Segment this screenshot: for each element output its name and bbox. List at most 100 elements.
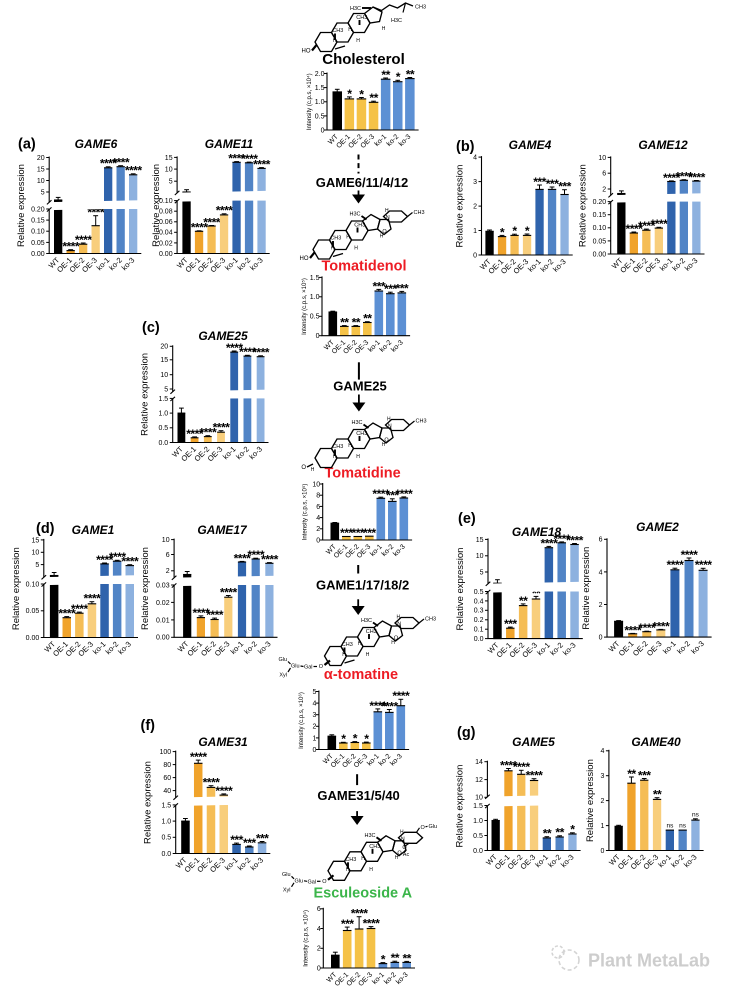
svg-text:0: 0 — [473, 252, 477, 259]
svg-text:5: 5 — [35, 562, 39, 569]
svg-text:2.0: 2.0 — [315, 71, 325, 78]
svg-text:*: * — [500, 225, 505, 239]
svg-text:****: **** — [75, 233, 93, 247]
svg-text:****: **** — [695, 558, 713, 572]
svg-text:1.5: 1.5 — [161, 802, 171, 809]
svg-text:O: O — [319, 664, 324, 670]
svg-text:****: **** — [62, 240, 80, 254]
svg-text:GAME18: GAME18 — [512, 525, 562, 539]
svg-text:1: 1 — [312, 735, 316, 742]
svg-text:H: H — [331, 246, 335, 252]
svg-text:GAME5: GAME5 — [512, 735, 555, 749]
svg-text:H: H — [348, 443, 352, 449]
svg-text:10: 10 — [162, 537, 170, 544]
svg-text:GAME11: GAME11 — [205, 137, 254, 151]
svg-text:10: 10 — [165, 167, 173, 174]
svg-text:0.0: 0.0 — [474, 636, 484, 643]
svg-text:H: H — [342, 652, 346, 658]
svg-text:Glu: Glu — [278, 657, 287, 663]
svg-text:60: 60 — [163, 775, 171, 782]
svg-text:N: N — [397, 622, 401, 628]
svg-text:CH3: CH3 — [345, 857, 356, 863]
svg-text:H: H — [396, 615, 400, 621]
svg-text:4: 4 — [599, 569, 603, 576]
svg-text:H: H — [358, 641, 362, 647]
svg-text:O: O — [322, 879, 327, 885]
svg-text:**: ** — [369, 91, 378, 105]
svg-text:H: H — [354, 246, 358, 252]
svg-text:H3C: H3C — [350, 6, 361, 12]
svg-text:2: 2 — [473, 204, 477, 211]
svg-text:2: 2 — [316, 526, 320, 533]
svg-text:6: 6 — [602, 171, 606, 178]
svg-text:H: H — [311, 467, 315, 473]
svg-text:(d): (d) — [36, 521, 55, 537]
svg-text:0.04: 0.04 — [159, 230, 173, 237]
svg-text:GAME40: GAME40 — [631, 735, 681, 749]
svg-text:ns: ns — [692, 811, 700, 818]
svg-text:0: 0 — [312, 747, 316, 754]
svg-text:**: ** — [363, 312, 372, 326]
svg-text:CH3: CH3 — [369, 844, 380, 850]
svg-text:α-tomatine: α-tomatine — [324, 667, 398, 683]
svg-text:0: 0 — [316, 333, 320, 340]
svg-text:0: 0 — [600, 848, 604, 855]
svg-text:1.5: 1.5 — [158, 396, 168, 403]
svg-text:****: **** — [203, 776, 221, 790]
svg-text:H: H — [382, 26, 386, 32]
svg-text:H: H — [333, 38, 337, 44]
svg-text:1.0: 1.0 — [161, 819, 171, 826]
svg-text:15: 15 — [32, 537, 40, 544]
svg-text:****: **** — [247, 548, 265, 562]
svg-text:3: 3 — [600, 773, 604, 780]
svg-text:Xyl: Xyl — [279, 673, 287, 679]
svg-text:O: O — [394, 636, 399, 642]
svg-text:10: 10 — [37, 178, 45, 185]
svg-text:CH3: CH3 — [354, 223, 365, 229]
svg-text:0.3: 0.3 — [474, 608, 484, 615]
svg-text:0.0: 0.0 — [158, 440, 168, 447]
svg-text:Gal: Gal — [307, 879, 316, 885]
svg-text:O: O — [421, 825, 426, 831]
svg-text:0.08: 0.08 — [159, 209, 173, 216]
svg-text:CH3: CH3 — [356, 431, 367, 437]
svg-text:0.5: 0.5 — [315, 113, 325, 120]
svg-text:3: 3 — [473, 179, 477, 186]
svg-text:H: H — [346, 235, 350, 241]
svg-text:4: 4 — [473, 155, 477, 162]
svg-text:**: ** — [555, 826, 564, 840]
svg-text:*: * — [396, 70, 401, 84]
svg-text:***: *** — [341, 917, 354, 931]
svg-text:*: * — [341, 732, 346, 746]
svg-text:*: * — [347, 87, 352, 101]
svg-text:0.00: 0.00 — [26, 635, 40, 642]
svg-text:****: **** — [193, 606, 211, 620]
svg-text:****: **** — [500, 758, 518, 772]
svg-text:0.20: 0.20 — [31, 206, 45, 213]
svg-text:5: 5 — [41, 189, 45, 196]
svg-text:H3C: H3C — [361, 618, 372, 624]
svg-text:40: 40 — [163, 788, 171, 795]
svg-text:***: *** — [386, 489, 399, 503]
svg-text:0.03: 0.03 — [156, 582, 170, 589]
svg-text:****: **** — [624, 623, 642, 637]
svg-text:0.00: 0.00 — [31, 251, 45, 258]
svg-text:H: H — [400, 829, 404, 835]
svg-text:****: **** — [369, 699, 387, 713]
svg-text:Relative expression: Relative expression — [11, 547, 22, 630]
svg-text:1.0: 1.0 — [310, 294, 320, 301]
svg-text:0.20: 0.20 — [593, 199, 607, 206]
svg-text:0.02: 0.02 — [159, 240, 173, 247]
svg-text:**: ** — [391, 951, 400, 965]
svg-text:*: * — [353, 732, 358, 746]
svg-text:Glu: Glu — [282, 872, 291, 878]
svg-text:*: * — [570, 823, 575, 837]
svg-text:10: 10 — [312, 481, 320, 488]
svg-text:***: *** — [558, 180, 571, 194]
svg-text:1.5: 1.5 — [315, 85, 325, 92]
svg-text:****: **** — [203, 215, 221, 229]
svg-text:Glu: Glu — [429, 824, 438, 830]
svg-text:Intensity (c.p.s, ×10⁵): Intensity (c.p.s, ×10⁵) — [302, 484, 309, 541]
svg-text:Gal: Gal — [304, 665, 313, 671]
svg-text:****: **** — [681, 548, 699, 562]
